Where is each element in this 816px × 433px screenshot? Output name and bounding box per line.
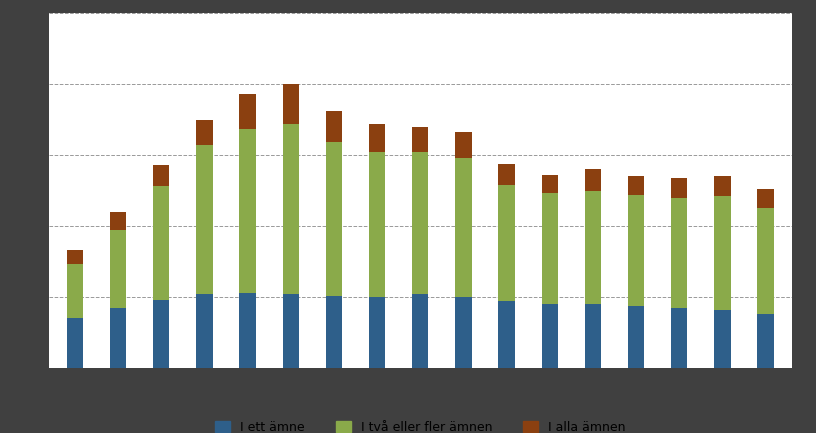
Bar [757,189,774,207]
Bar [326,142,342,296]
Bar [282,294,299,368]
Bar [110,230,126,308]
Bar [499,164,515,185]
Bar [671,197,687,308]
Bar [714,310,730,368]
Bar [196,120,213,145]
Bar [757,207,774,314]
Bar [628,195,645,306]
Bar [369,297,385,368]
Bar [110,212,126,230]
Bar [239,129,255,293]
Bar [542,304,558,368]
Bar [542,175,558,194]
Bar [412,294,428,368]
Bar [326,111,342,142]
Bar [369,152,385,297]
Bar [67,318,83,368]
Bar [585,191,601,304]
Bar [499,185,515,301]
Legend: I ett ämne, I två eller fler ämnen, I alla ämnen: I ett ämne, I två eller fler ämnen, I al… [208,414,632,433]
Bar [412,126,428,152]
Bar [196,294,213,368]
Bar [239,94,255,129]
Bar [585,304,601,368]
Bar [282,84,299,124]
Bar [153,300,170,368]
Bar [153,186,170,300]
Bar [671,178,687,197]
Bar [585,169,601,191]
Bar [455,158,472,297]
Bar [153,165,170,186]
Bar [757,314,774,368]
Bar [714,176,730,196]
Bar [110,308,126,368]
Bar [67,265,83,318]
Bar [499,301,515,368]
Bar [671,308,687,368]
Bar [628,176,645,195]
Bar [67,250,83,265]
Bar [369,124,385,152]
Bar [282,124,299,294]
Bar [628,306,645,368]
Bar [239,293,255,368]
Bar [455,297,472,368]
Bar [455,132,472,158]
Bar [542,194,558,304]
Bar [412,152,428,294]
Bar [196,145,213,294]
Bar [326,296,342,368]
Bar [714,196,730,310]
